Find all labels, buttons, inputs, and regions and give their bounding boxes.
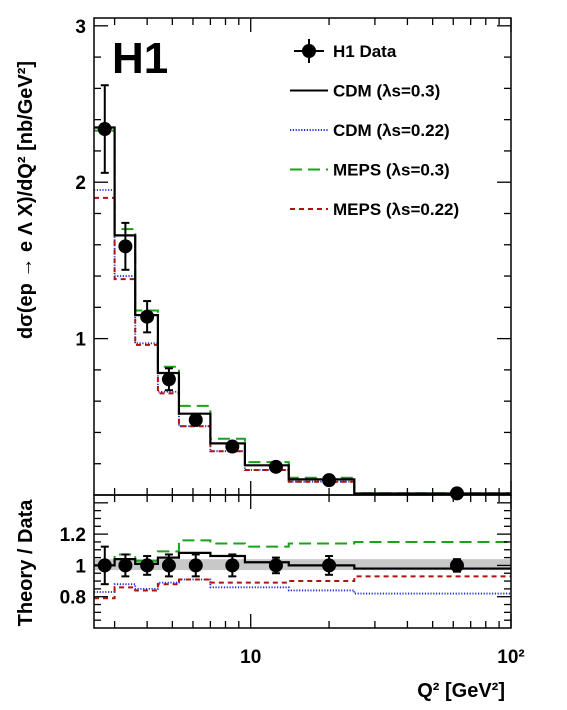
legend-label-0: H1 Data bbox=[333, 42, 397, 61]
legend-label-1: CDM (λs=0.3) bbox=[333, 82, 440, 101]
ratio-data-point-3 bbox=[161, 558, 176, 573]
h1-logo: H1 bbox=[112, 34, 168, 83]
y-axis-title-ratio: Theory / Data bbox=[15, 499, 37, 627]
main-data-point-6 bbox=[268, 459, 283, 474]
legend-label-3: MEPS (λs=0.3) bbox=[333, 161, 450, 180]
main-series-2-step bbox=[94, 189, 511, 495]
ratio-series-3-step bbox=[94, 539, 511, 567]
main-data-point-0 bbox=[97, 122, 112, 137]
ratio-data-point-2 bbox=[140, 558, 155, 573]
main-data-point-1 bbox=[118, 239, 133, 254]
ratio-panel: 0.8 1 1.2 bbox=[60, 494, 512, 629]
main-data-point-8 bbox=[449, 486, 464, 501]
main-ytick-label-2: 3 bbox=[75, 17, 86, 38]
ratio-data-point-7 bbox=[322, 558, 337, 573]
ratio-ytick-label-1: 1 bbox=[75, 556, 86, 577]
legend-label-2: CDM (λs=0.22) bbox=[333, 121, 450, 140]
ratio-data-point-8 bbox=[449, 558, 464, 573]
ratio-data-point-1 bbox=[118, 558, 133, 573]
ratio-ytick-label-0: 0.8 bbox=[60, 588, 86, 609]
main-series-4-step bbox=[94, 196, 511, 495]
legend: H1 Data CDM (λs=0.3) CDM (λs=0.22) MEPS (λs… bbox=[290, 39, 459, 219]
xtick-label-10: 10 bbox=[240, 647, 261, 668]
main-data-point-2 bbox=[140, 309, 155, 324]
y-axis-title-main: dσ(ep → e Λ X)/dQ² [nb/GeV²] bbox=[15, 61, 37, 339]
ratio-series-1-step bbox=[94, 551, 511, 570]
main-data-point-4 bbox=[188, 412, 203, 427]
main-data-point-3 bbox=[161, 372, 176, 387]
legend-label-4: MEPS (λs=0.22) bbox=[333, 200, 459, 219]
xtick-label-100: 10² bbox=[497, 647, 524, 668]
ratio-ytick-label-2: 1.2 bbox=[60, 525, 86, 546]
ratio-data-point-5 bbox=[225, 558, 240, 573]
main-panel: 1 2 3 bbox=[75, 17, 512, 501]
ratio-data-point-6 bbox=[268, 558, 283, 573]
x-axis-title: Q² [GeV²] bbox=[417, 680, 505, 702]
main-data-point-7 bbox=[322, 473, 337, 488]
ratio-frame bbox=[93, 494, 512, 629]
main-ytick-label-0: 1 bbox=[75, 330, 86, 351]
ratio-data-point-4 bbox=[188, 558, 203, 573]
labels: 10 10² Q² [GeV²] dσ(ep → e Λ X)/dQ² [nb/GeV… bbox=[15, 34, 525, 702]
ratio-series-4-step bbox=[94, 575, 511, 600]
legend-marker-point bbox=[302, 44, 316, 58]
main-data-point-5 bbox=[225, 439, 240, 454]
main-ytick-label-1: 2 bbox=[75, 173, 86, 194]
main-series-3-step bbox=[94, 129, 511, 495]
